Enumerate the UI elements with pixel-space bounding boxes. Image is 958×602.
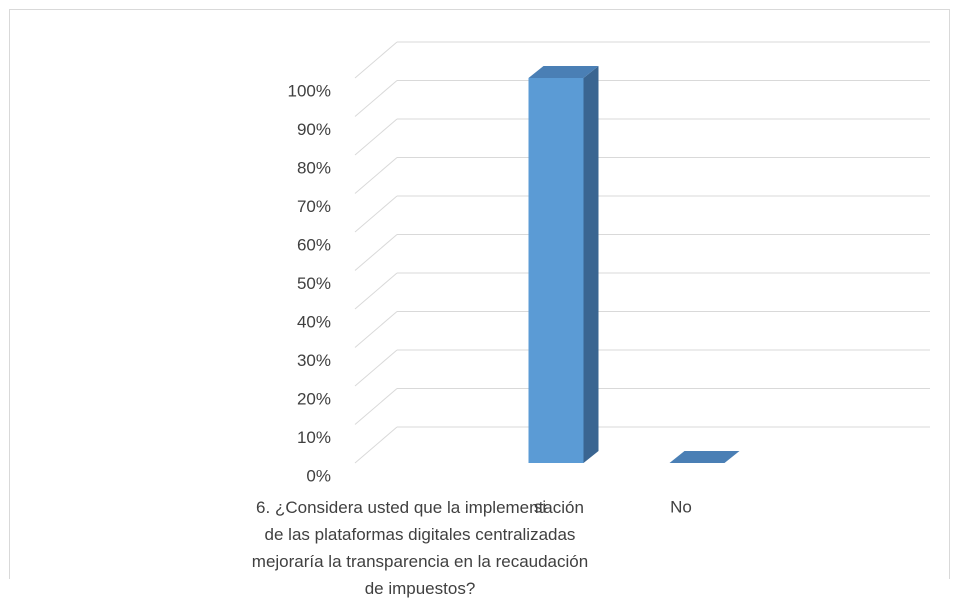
page: 0% 10% 20% 30% 40% 50% 60% 70% 80% 90% 100% si No 6.… (9, 9, 950, 598)
grid-line-side (354, 349, 398, 387)
x-tick-label: No (670, 497, 692, 516)
x-tick-label: si (534, 497, 546, 516)
bar-side (583, 66, 599, 463)
grid-line-side (354, 426, 398, 464)
grid-line-side (354, 41, 398, 79)
grid-line-side (354, 118, 398, 156)
y-tick-label: 100% (288, 81, 331, 100)
bar-top (669, 451, 740, 463)
grid-line-side (354, 157, 398, 194)
x-tick-label: 6. ¿Considera usted que la implementació… (251, 498, 589, 598)
chart-frame (9, 9, 950, 579)
bar-front (528, 78, 584, 463)
y-tick-label: 30% (297, 351, 331, 370)
chart: 0% 10% 20% 30% 40% 50% 60% 70% 80% 90% 100% si No (9, 9, 950, 579)
grid-line-side (354, 195, 398, 233)
y-tick-label: 80% (297, 158, 331, 177)
y-tick-label: 40% (297, 312, 331, 331)
y-tick-label: 70% (297, 197, 331, 216)
grid-line-side (354, 80, 398, 117)
y-tick-label: 20% (297, 389, 331, 408)
y-tick-label: 60% (297, 235, 331, 254)
y-tick-label: 50% (297, 274, 331, 293)
grid-line-side (354, 234, 398, 271)
y-tick-label: 90% (297, 120, 331, 139)
grid-line-side (354, 388, 398, 425)
y-tick-label: 10% (297, 428, 331, 447)
bar-top (528, 66, 599, 78)
grid-line-side (354, 311, 398, 348)
y-tick-label: 0% (306, 466, 331, 485)
grid-line-side (354, 272, 398, 310)
